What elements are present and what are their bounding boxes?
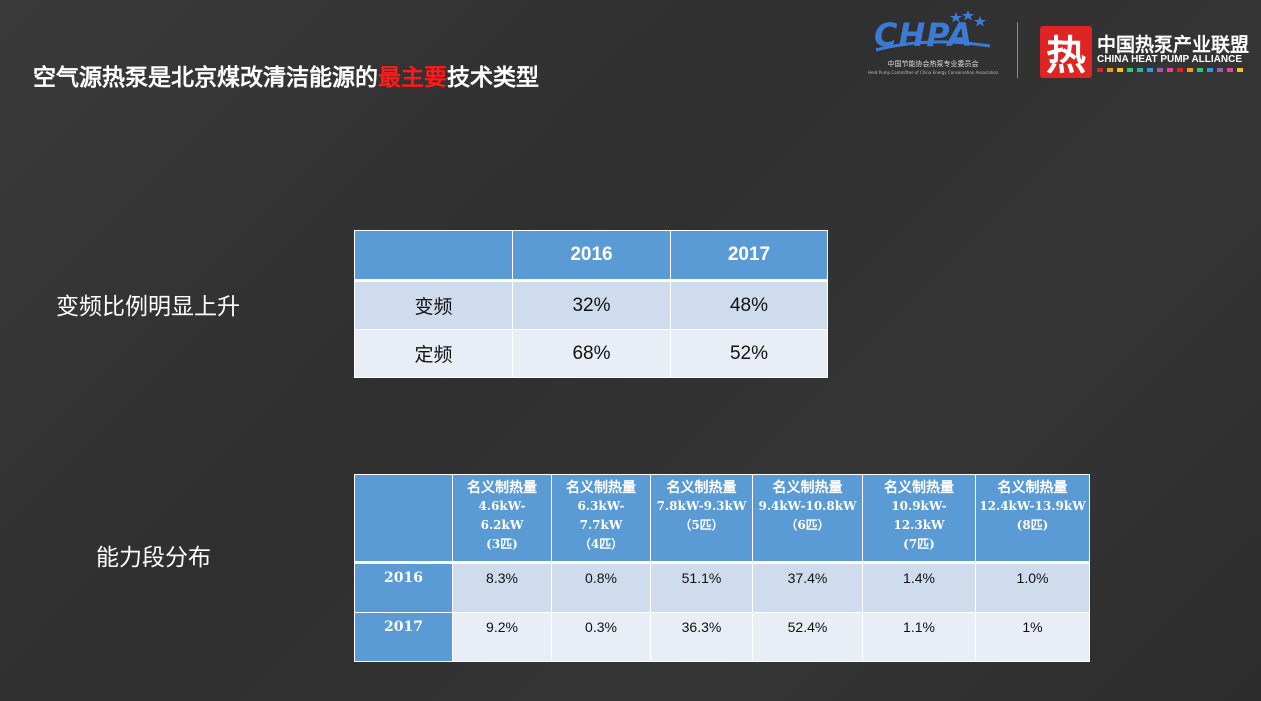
table-cell: 36.3% <box>650 612 753 662</box>
table-row-header: 2016 <box>354 561 453 613</box>
table-cell: 1.0% <box>975 561 1090 613</box>
table-cell: 9.2% <box>452 612 552 662</box>
table-cell: 0.3% <box>551 612 651 662</box>
alliance-name-en: CHINA HEAT PUMP ALLIANCE <box>1097 54 1242 65</box>
table-cell: 68% <box>512 329 671 378</box>
table-cell: 0.8% <box>551 561 651 613</box>
inverter-ratio-table: 2016 2017 变频 32% 48% 定频 68% 52% <box>354 230 828 378</box>
chpa-subtitle-en: Heat Pump Committee of China Energy Cons… <box>868 70 999 75</box>
chpa-subtitle-cn: 中国节能协会热泵专业委员会 <box>887 60 979 68</box>
table-cell: 1% <box>975 612 1090 662</box>
capacity-distribution-table: 名义制热量 4.6kW- 6.2kW (3匹) 名义制热量 6.3kW- 7.7… <box>354 474 1090 662</box>
logo-divider <box>1017 22 1018 78</box>
table-row: 2016 8.3% 0.8% 51.1% 37.4% 1.4% 1.0% <box>354 561 1090 613</box>
table-header-cell: 2017 <box>670 230 828 281</box>
section2-label: 能力段分布 <box>96 545 211 571</box>
table-cell: 52.4% <box>752 612 863 662</box>
alliance-logo-icon: 热 <box>1040 26 1092 79</box>
table-header-row: 2016 2017 <box>354 230 828 281</box>
chpa-logo-text: CHPA <box>874 16 974 54</box>
table-cell: 1.4% <box>862 561 976 613</box>
title-part1: 空气源热泵是北京煤改清洁能源的 <box>33 65 378 91</box>
table-row: 2017 9.2% 0.3% 36.3% 52.4% 1.1% 1% <box>354 612 1090 662</box>
alliance-color-bar <box>1097 68 1243 72</box>
title-part2: 技术类型 <box>447 65 539 91</box>
table-header-cell <box>354 474 453 563</box>
chpa-logo: CHPA 中国节能协会热泵专业委员会 Heat Pump Committee o… <box>868 6 998 78</box>
table-header-cell: 名义制热量 9.4kW-10.8kW （6匹） <box>752 474 863 563</box>
table-header-cell <box>354 230 513 281</box>
table-cell: 1.1% <box>862 612 976 662</box>
table-cell: 32% <box>512 279 671 330</box>
table-header-cell: 名义制热量 10.9kW- 12.3kW (7匹) <box>862 474 976 563</box>
table-row-header: 变频 <box>354 279 513 330</box>
title-highlight: 最主要 <box>378 65 447 91</box>
slide-title: 空气源热泵是北京煤改清洁能源的最主要技术类型 <box>33 58 539 92</box>
table-header-cell: 名义制热量 4.6kW- 6.2kW (3匹) <box>452 474 552 563</box>
table-cell: 8.3% <box>452 561 552 613</box>
table-row: 定频 68% 52% <box>354 329 828 378</box>
section1-label: 变频比例明显上升 <box>56 294 240 320</box>
table-header-row: 名义制热量 4.6kW- 6.2kW (3匹) 名义制热量 6.3kW- 7.7… <box>354 474 1090 563</box>
table-cell: 37.4% <box>752 561 863 613</box>
table-cell: 48% <box>670 279 828 330</box>
alliance-name-cn: 中国热泵产业联盟 <box>1097 34 1250 56</box>
table-row-header: 2017 <box>354 612 453 662</box>
table-cell: 52% <box>670 329 828 378</box>
table-header-cell: 2016 <box>512 230 671 281</box>
chpa-stars-icon <box>875 10 991 52</box>
table-header-cell: 名义制热量 7.8kW-9.3kW （5匹） <box>650 474 753 563</box>
table-header-cell: 名义制热量 6.3kW- 7.7kW （4匹） <box>551 474 651 563</box>
table-row-header: 定频 <box>354 329 513 378</box>
table-cell: 51.1% <box>650 561 753 613</box>
table-row: 变频 32% 48% <box>354 279 828 330</box>
table-header-cell: 名义制热量 12.4kW-13.9kW (8匹) <box>975 474 1090 563</box>
